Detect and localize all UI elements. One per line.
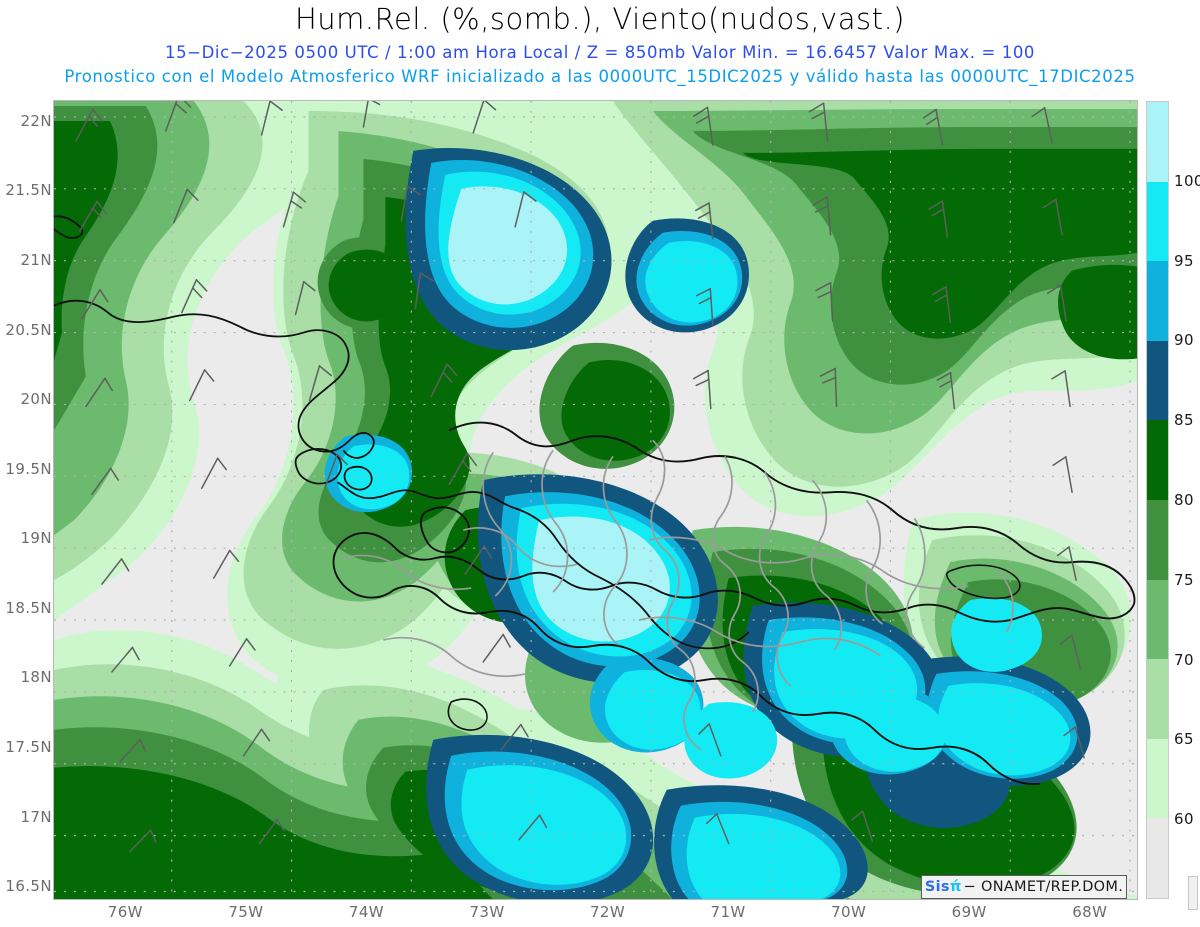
colorbar-tick-label: 100 [1174,171,1200,190]
x-tick-label: 76W [107,903,143,921]
x-tick-label: 71W [710,903,746,921]
colorbar-tick-label: 65 [1174,730,1194,749]
colorbar-band [1147,738,1168,819]
logo-sis-text: Sis [924,879,950,895]
colorbar-tick-label: 85 [1174,411,1194,430]
colorbar-band [1147,579,1168,660]
subtitle-line-2: Pronostico con el Modelo Atmosferico WRF… [64,67,1136,86]
y-tick-label: 20.5N [5,320,52,339]
y-tick-label: 18N [20,668,52,687]
colorbar-band [1147,340,1168,421]
logo-tt-text: π́ [949,879,962,895]
colorbar-tick-label: 70 [1174,650,1194,669]
x-tick-label: 74W [348,903,384,921]
logo-agency-text: − ONAMET/REP.DOM. [963,879,1124,895]
colorbar-band [1147,818,1168,898]
y-tick-label: 22N [20,111,52,130]
y-tick-label: 21.5N [5,181,52,200]
colorbar-band [1147,499,1168,580]
colorbar-tick-label: 80 [1174,491,1194,509]
x-tick-label: 73W [469,903,505,921]
y-tick-label: 17.5N [5,737,52,756]
colorbar-tick-label: 90 [1174,331,1194,350]
weather-map-plot[interactable] [53,100,1138,900]
humidity-shading-layer [54,101,1137,899]
y-tick-label: 17N [20,807,52,826]
wind-barbs-layer [75,101,1085,853]
right-edge-sliver [1188,876,1198,910]
x-tick-label: 69W [951,903,987,921]
colorbar-tick-label: 75 [1174,570,1194,589]
colorbar-tick-label: 95 [1174,251,1194,270]
y-tick-label: 19N [20,529,52,548]
coastline-layer [54,215,1136,785]
y-tick-label: 20N [20,390,52,409]
colorbar-band [1147,420,1168,500]
x-tick-label: 72W [589,903,626,921]
colorbar-band [1147,181,1168,262]
colorbar-band [1147,659,1168,739]
x-tick-label: 70W [831,903,867,921]
y-tick-label: 19.5N [5,459,52,478]
source-logo: Sis π́ − ONAMET/REP.DOM. [921,875,1127,899]
y-tick-label: 16.5N [5,877,52,896]
map-gridlines [54,101,1137,899]
y-tick-label: 21N [20,251,52,269]
colorbar-band [1147,102,1168,182]
y-tick-label: 18.5N [5,598,52,617]
colorbar-tick-label: 60 [1174,810,1194,829]
colorbar-band [1147,261,1168,341]
x-tick-label: 68W [1072,903,1108,921]
subtitle-line-1: 15−Dic−2025 0500 UTC / 1:00 am Hora Loca… [164,43,1036,62]
page-title: Hum.Rel. (%,somb.), Viento(nudos,vast.) [295,2,905,36]
colorbar[interactable] [1146,101,1169,899]
x-tick-label: 75W [228,903,264,921]
